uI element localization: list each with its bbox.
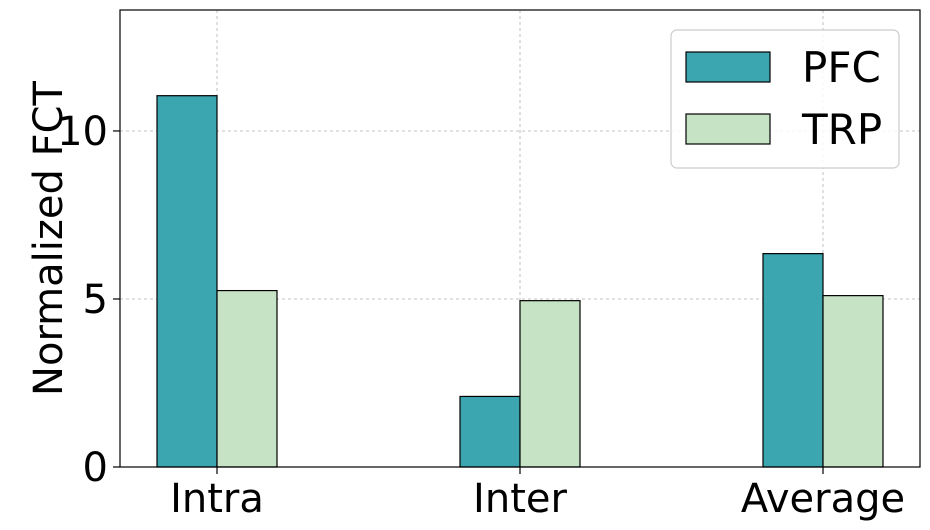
y-tick-label-0: 0 <box>83 445 108 491</box>
legend: PFC TRP <box>670 29 900 169</box>
bar-pfc-intra <box>156 95 218 468</box>
y-axis-label: Normalized FCT <box>26 80 72 395</box>
y-tick-label-2: 10 <box>57 109 108 155</box>
bar-trp-inter <box>519 300 581 468</box>
legend-label-pfc: PFC <box>802 43 881 92</box>
y-tick-label-1: 5 <box>83 277 108 323</box>
x-tick-label-average: Average <box>741 476 905 522</box>
axis-ticks: 0 5 10 Intra Inter Average <box>57 109 905 522</box>
bar-trp-intra <box>216 289 278 468</box>
legend-label-trp: TRP <box>801 105 882 154</box>
bar-pfc-average <box>762 253 824 468</box>
bars <box>156 95 884 468</box>
x-tick-label-intra: Intra <box>170 476 264 522</box>
legend-swatch-pfc <box>685 51 771 83</box>
x-tick-label-inter: Inter <box>473 476 567 522</box>
bar-trp-average <box>822 295 884 468</box>
bar-pfc-inter <box>459 395 521 468</box>
legend-swatch-trp <box>685 113 771 145</box>
